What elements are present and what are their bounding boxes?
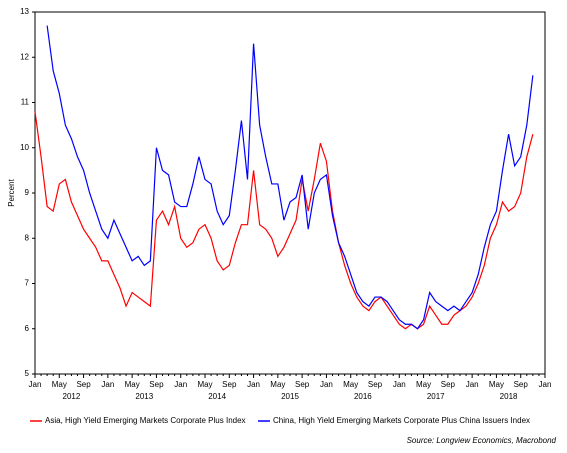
x-tick-label: Jan	[393, 380, 406, 389]
series-line	[34, 111, 534, 330]
x-tick-label: May	[489, 380, 504, 389]
x-tick-label: May	[52, 380, 67, 389]
year-label: 2015	[281, 392, 299, 401]
x-tick-label: Jan	[247, 380, 260, 389]
x-tick-label: Sep	[441, 380, 456, 389]
y-tick-label: 10	[20, 143, 29, 152]
year-label: 2013	[135, 392, 153, 401]
x-tick-label: Jan	[320, 380, 333, 389]
x-tick-label: Jan	[174, 380, 187, 389]
year-label: 2018	[500, 392, 518, 401]
source: Source: Longview Economics, Macrobond	[407, 436, 557, 445]
x-tick-label: May	[125, 380, 140, 389]
x-tick-label: May	[416, 380, 431, 389]
year-label: 2016	[354, 392, 372, 401]
year-label: 2014	[208, 392, 226, 401]
y-tick-label: 12	[20, 52, 29, 61]
x-tick-label: Jan	[466, 380, 479, 389]
year-label: 2012	[63, 392, 81, 401]
y-tick-label: 7	[25, 279, 30, 288]
x-tick-label: Jan	[539, 380, 552, 389]
x-tick-label: Sep	[76, 380, 91, 389]
y-tick-label: 11	[21, 98, 30, 107]
series-line	[46, 25, 534, 330]
x-tick-label: Sep	[222, 380, 237, 389]
y-tick-label: 6	[25, 324, 30, 333]
x-tick-label: Jan	[101, 380, 114, 389]
x-tick-label: Jan	[29, 380, 42, 389]
x-tick-label: May	[343, 380, 358, 389]
legend-label: China, High Yield Emerging Markets Corpo…	[273, 416, 530, 425]
x-tick-label: Sep	[514, 380, 529, 389]
x-tick-label: May	[270, 380, 285, 389]
y-tick-label: 5	[25, 369, 30, 378]
y-tick-label: 8	[25, 233, 30, 242]
plot-frame	[34, 11, 546, 375]
x-tick-label: Sep	[368, 380, 383, 389]
year-label: 2017	[427, 392, 445, 401]
x-tick-label: May	[197, 380, 212, 389]
y-axis-label: Percent	[7, 178, 16, 206]
x-tick-label: Sep	[149, 380, 164, 389]
y-tick-label: 13	[20, 7, 29, 16]
x-tick-label: Sep	[295, 380, 310, 389]
y-tick-label: 9	[25, 188, 30, 197]
legend-label: Asia, High Yield Emerging Markets Corpor…	[45, 416, 246, 425]
